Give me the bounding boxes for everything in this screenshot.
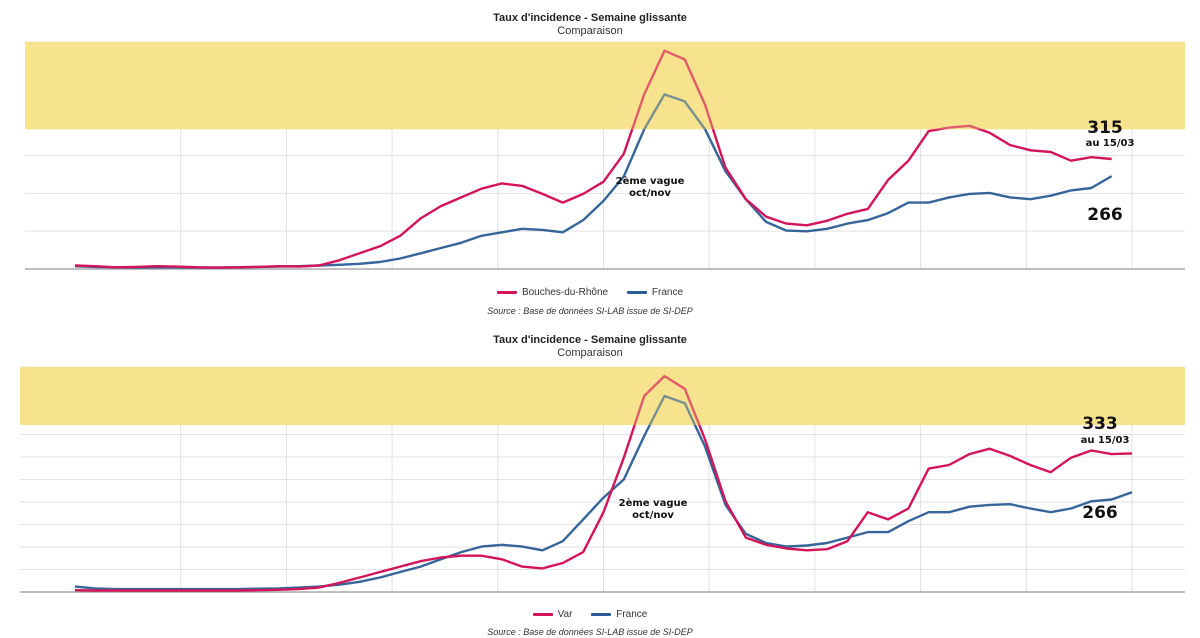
second-wave-label: 2ème vague oct/nov: [610, 176, 690, 200]
chart-title: Taux d'incidence - Semaine glissante: [493, 12, 687, 24]
legend-swatch-france: [591, 613, 612, 616]
chart-var: Taux d'incidence - Semaine glissante Com…: [0, 322, 1200, 638]
chart-subtitle: Comparaison: [557, 25, 623, 37]
threshold-band-overlay: [25, 42, 1185, 130]
legend-label-france: France: [616, 609, 648, 620]
regional-latest-value: 333: [1082, 414, 1118, 434]
legend-item-france[interactable]: France: [626, 287, 684, 298]
chart-plot-area: [20, 366, 1185, 593]
second-wave-line2: oct/nov: [632, 510, 674, 521]
chart-bouches-du-rhone: Taux d'incidence - Semaine glissante Com…: [0, 12, 1185, 316]
second-wave-line1: 2ème vague: [615, 176, 685, 187]
france-latest-value: 266: [1087, 205, 1123, 225]
chart-title: Taux d'incidence - Semaine glissante: [493, 334, 687, 346]
legend-swatch-france: [626, 291, 647, 294]
chart-plot-area: [25, 41, 1185, 270]
threshold-band-overlay: [20, 367, 1185, 426]
chart-source: Source : Base de données SI-LAB issue de…: [487, 627, 693, 637]
legend-label-regional: Bouches-du-Rhône: [521, 287, 609, 298]
legend-label-regional: Var: [557, 609, 573, 620]
regional-latest-date: au 15/03: [1085, 138, 1135, 149]
series-line-regional: [74, 374, 1133, 592]
regional-latest-date: au 15/03: [1080, 435, 1130, 446]
series-line-regional: [74, 49, 1112, 269]
chart-legend: Var France: [0, 608, 1180, 620]
threshold-band: [20, 367, 1185, 426]
second-wave-label: 2ème vague oct/nov: [613, 498, 693, 522]
series-line-france: [74, 394, 1133, 591]
legend-swatch-regional: [532, 613, 553, 616]
legend-item-regional[interactable]: Var: [532, 609, 573, 620]
legend-item-regional[interactable]: Bouches-du-Rhône: [496, 287, 609, 298]
legend-item-france[interactable]: France: [591, 609, 647, 620]
france-latest-value: 266: [1082, 503, 1118, 523]
threshold-band: [25, 42, 1185, 130]
legend-swatch-regional: [496, 291, 517, 294]
second-wave-line2: oct/nov: [629, 188, 671, 199]
legend-label-france: France: [651, 287, 684, 298]
chart-source: Source : Base de données SI-LAB issue de…: [487, 306, 693, 316]
regional-latest-value: 315: [1087, 118, 1123, 138]
second-wave-line1: 2ème vague: [618, 498, 688, 509]
chart-legend: Bouches-du-Rhône France: [0, 286, 1180, 298]
chart-subtitle: Comparaison: [557, 347, 623, 359]
